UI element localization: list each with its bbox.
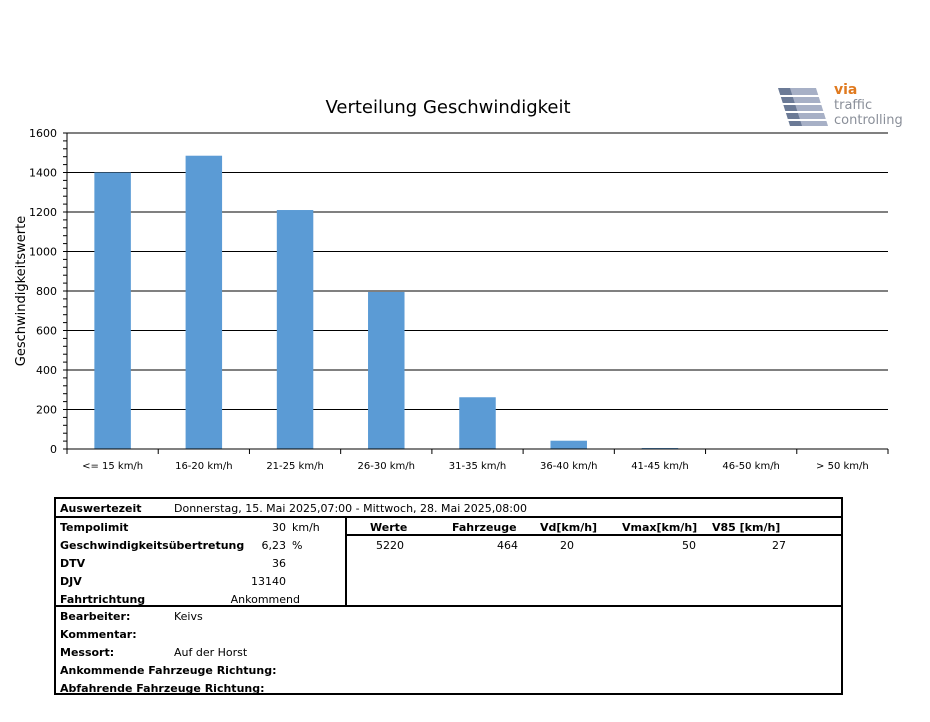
djv-value: 13140 — [251, 575, 286, 588]
auswertezeit-value: Donnerstag, 15. Mai 2025,07:00 - Mittwoc… — [174, 502, 527, 515]
y-tick-label: 400 — [36, 364, 57, 377]
stats-value-werte: 5220 — [376, 539, 404, 552]
y-tick-label: 1600 — [29, 127, 57, 140]
y-tick-label: 600 — [36, 325, 57, 338]
logo-text-controlling: controlling — [834, 113, 903, 128]
y-tick-label: 1000 — [29, 246, 57, 259]
x-tick-label: 21-25 km/h — [266, 461, 323, 472]
x-tick-label: 46-50 km/h — [722, 461, 779, 472]
bearbeiter-label: Bearbeiter: — [60, 610, 131, 623]
divider — [56, 516, 841, 518]
messort-label: Messort: — [60, 646, 115, 659]
kommentar-label: Kommentar: — [60, 628, 137, 641]
ueberschreitung-value: 6,23 — [261, 539, 287, 552]
abfahrende-label: Abfahrende Fahrzeuge Richtung: — [60, 682, 265, 695]
x-tick-label: <= 15 km/h — [82, 461, 143, 472]
measurement-info-table: Auswertezeit Donnerstag, 15. Mai 2025,07… — [54, 497, 843, 695]
djv-label: DJV — [60, 575, 82, 588]
y-tick-label: 1400 — [29, 167, 57, 180]
y-tick-label: 0 — [50, 443, 57, 456]
divider — [56, 605, 841, 607]
fahrtrichtung-label: Fahrtrichtung — [60, 593, 146, 606]
stats-header-werte: Werte — [370, 521, 408, 534]
bars — [94, 155, 770, 449]
bar — [94, 172, 131, 449]
ueberschreitung-unit: % — [292, 539, 303, 552]
bearbeiter-value: Keivs — [174, 610, 203, 623]
x-tick-label: 16-20 km/h — [175, 461, 232, 472]
stats-value-vmax: 50 — [682, 539, 696, 552]
axes — [63, 132, 889, 454]
x-tick-label: 41-45 km/h — [631, 461, 688, 472]
logo-mark-icon — [778, 88, 832, 126]
stats-header-v85: V85 [km/h] — [712, 521, 781, 534]
messort-value: Auf der Horst — [174, 646, 248, 659]
bar — [459, 397, 496, 449]
tempolimit-unit: km/h — [292, 521, 320, 534]
y-tick-label: 800 — [36, 285, 57, 298]
x-tick-label: > 50 km/h — [816, 461, 869, 472]
speed-distribution-chart: Verteilung Geschwindigkeit Geschwindigke… — [14, 97, 889, 472]
logo-text-via: via — [834, 82, 858, 98]
y-tick-label: 1200 — [29, 206, 57, 219]
tick-labels: 0 200 400 600 800 1000 1200 1400 1600 <= 15 km/h 1… — [29, 127, 869, 472]
tempolimit-value: 30 — [272, 521, 286, 534]
chart-title: Verteilung Geschwindigkeit — [325, 97, 570, 118]
stats-header-fahrzeuge: Fahrzeuge — [452, 521, 517, 534]
bar — [276, 210, 314, 449]
bar — [550, 440, 587, 449]
bar — [368, 291, 405, 449]
stats-value-vd: 20 — [560, 539, 574, 552]
y-tick-label: 200 — [36, 404, 57, 417]
x-tick-label: 31-35 km/h — [449, 461, 506, 472]
fahrtrichtung-value: Ankommend — [230, 593, 300, 606]
ankommende-label: Ankommende Fahrzeuge Richtung: — [60, 664, 277, 677]
divider — [345, 516, 347, 607]
y-axis-label: Geschwindigkeitswerte — [14, 216, 29, 366]
divider — [345, 534, 841, 536]
via-traffic-controlling-logo: via traffic controlling — [776, 82, 916, 134]
x-tick-label: 36-40 km/h — [540, 461, 597, 472]
x-tick-label: 26-30 km/h — [358, 461, 415, 472]
stats-value-v85: 27 — [772, 539, 786, 552]
stats-header-vd: Vd[km/h] — [540, 521, 598, 534]
dtv-value: 36 — [272, 557, 286, 570]
auswertezeit-label: Auswertezeit — [60, 502, 142, 515]
stats-value-fahrzeuge: 464 — [497, 539, 518, 552]
ueberschreitung-label: Geschwindigkeitsübertretung — [60, 539, 245, 552]
tempolimit-label: Tempolimit — [60, 521, 129, 534]
stats-header-vmax: Vmax[km/h] — [622, 521, 698, 534]
bar — [185, 155, 223, 449]
logo-text-traffic: traffic — [834, 98, 873, 113]
dtv-label: DTV — [60, 557, 86, 570]
